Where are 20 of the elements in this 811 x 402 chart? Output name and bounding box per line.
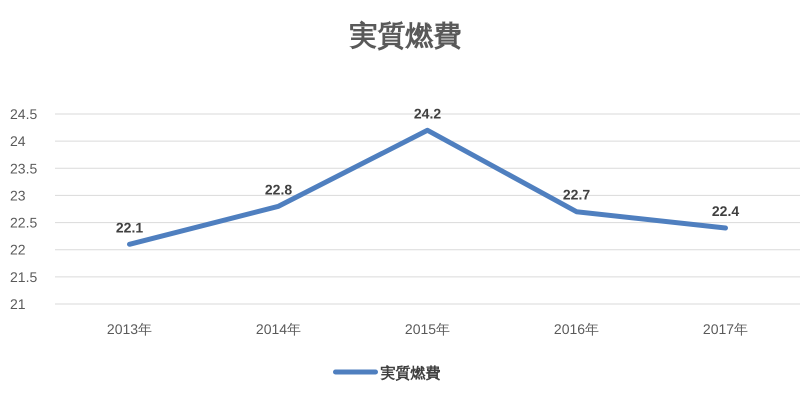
legend-label: 実質燃費 (380, 364, 440, 382)
y-tick-label: 21.5 (10, 268, 38, 285)
data-label: 22.8 (264, 181, 292, 198)
x-tick-label: 2013年 (106, 321, 152, 337)
data-label: 22.1 (116, 219, 144, 236)
y-tick-label: 23 (10, 187, 26, 204)
x-tick-label: 2016年 (554, 321, 600, 337)
x-tick-label: 2015年 (404, 321, 450, 337)
data-label: 24.2 (414, 105, 442, 122)
data-label: 22.7 (562, 186, 590, 203)
y-tick-label: 21 (10, 296, 26, 312)
y-tick-label: 23.5 (10, 160, 38, 176)
y-tick-label: 22 (10, 242, 26, 258)
y-tick-label: 24 (10, 133, 26, 150)
x-tick-label: 2017年 (702, 321, 748, 337)
y-tick-label: 24.5 (10, 106, 38, 122)
x-tick-label: 2014年 (256, 321, 302, 337)
chart-title: 実質燃費 (348, 20, 462, 51)
y-tick-label: 22.5 (10, 214, 38, 231)
data-label: 22.4 (712, 203, 740, 219)
